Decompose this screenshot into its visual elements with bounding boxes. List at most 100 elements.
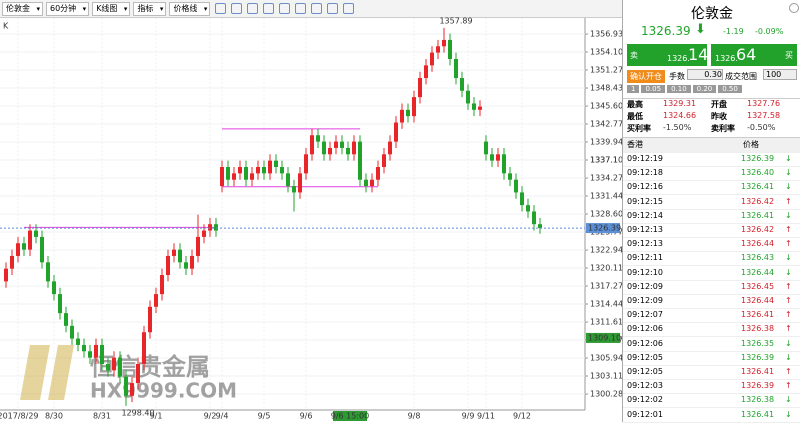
candle-body [160,275,164,295]
candle-body [328,147,332,155]
candle-body [136,363,140,384]
buy-button[interactable]: 1326. 64 买 [711,44,797,66]
toolbar-icon[interactable] [279,3,291,14]
toolbar-icon[interactable] [343,3,355,14]
tick-row: 09:12:09 1326.45 ↑ [623,280,800,295]
candle-body [478,106,482,110]
stat-value: 1327.58 [747,111,781,120]
candle-body [46,262,50,282]
quick-button[interactable]: 0.05 [641,85,666,93]
toolbar-icon[interactable] [311,3,323,14]
tick-arrow: ↓ [785,210,792,220]
candle-body [274,160,278,168]
y-tick-label: 1339.94 [590,137,622,146]
lots-label: 手数 [669,72,685,81]
candle-body [142,332,146,364]
tick-time: 09:12:05 [627,352,663,362]
toolbar-icon[interactable] [215,3,227,14]
quick-button[interactable]: 1 [627,85,640,93]
tick-arrow: ↓ [785,168,792,178]
toolbar-icon[interactable] [327,3,339,14]
candle-body [226,167,230,180]
candle-body [94,344,98,358]
y-tick-label: 1351.27 [590,65,622,74]
stat-value: 1329.31 [663,99,697,108]
toolbar-select[interactable]: 伦敦金 [2,1,43,16]
confirm-button[interactable]: 确认开仓 [627,70,665,83]
change: -1.19 [723,27,744,36]
lots-input[interactable]: 0.30 [687,69,723,80]
y-tick-label: 1303.11 [590,372,622,381]
candle-body [184,262,188,269]
quick-button[interactable]: 0.10 [667,85,691,93]
tick-time: 09:12:16 [627,182,663,192]
quick-button[interactable]: 0.20 [692,85,717,93]
candle-body [70,325,74,339]
x-tick-label: 9/9 [462,412,475,421]
candle-body [82,344,86,352]
sell-price-small: 1326. [667,54,690,63]
y-tick-label: 1331.44 [590,191,622,200]
sell-price-big: 14 [688,45,709,64]
y-tick-label: 1337.1 [590,156,618,165]
candle-body [88,351,92,358]
stat-value: 1324.66 [663,111,697,120]
candle-body [514,179,518,193]
y-tick-label: 1311.61 [590,317,622,326]
change-pct: -0.09% [755,27,784,36]
x-tick-label: 8/31 [93,412,111,421]
candle-body [460,78,464,91]
y-tick-label: 1328.60 [590,210,622,219]
stat-value: -1.50% [663,123,692,132]
candle-body [406,109,410,117]
last-price: 1326.39 [641,24,691,38]
toolbar-select[interactable]: 60分钟 [46,1,90,16]
watermark-en: HX9999.COM [90,379,237,403]
tick-arrow: ↓ [785,395,792,405]
toolbar-icon[interactable] [247,3,259,14]
y-tick-label: 1314.44 [590,300,622,309]
toolbar-icon[interactable] [231,3,243,14]
x-tick-label: 9/8 [408,412,421,421]
toolbar-icon[interactable] [263,3,275,14]
candle-body [154,294,158,307]
tick-price: 1326.44 [741,267,775,277]
candle-body [286,173,290,187]
tick-row: 09:12:07 1326.41 ↑ [623,308,800,324]
toolbar-select[interactable]: 价格线 [169,1,211,16]
toolbar-select[interactable]: K线图 [92,1,131,16]
tick-row: 09:12:19 1326.39 ↓ [623,152,800,167]
panel-title: 伦敦金 [691,6,733,22]
sell-button[interactable]: 卖 1326. 14 [627,44,709,66]
close-button[interactable] [789,3,799,13]
candle-body [430,52,434,66]
tick-price: 1326.41 [741,409,775,419]
col-price: 价格 [743,140,759,149]
candle-body [52,281,56,295]
candle-body [490,154,494,161]
candle-body [166,255,170,276]
stat-row: 最低 1324.66 昨收 1327.58 [623,111,800,123]
candle-body [310,135,314,155]
tick-row: 09:12:18 1326.40 ↓ [623,166,800,182]
y-tick-label: 1354.10 [590,47,622,56]
tick-arrow: ↓ [785,267,792,277]
range-input[interactable]: 100 [763,69,797,80]
tick-row: 09:12:10 1326.44 ↓ [623,266,800,281]
candle-body [412,97,416,117]
toolbar-select[interactable]: 指标 [133,1,167,16]
quick-button[interactable]: 0.50 [718,85,742,93]
tick-price: 1326.45 [741,281,775,291]
tick-arrow: ↑ [785,225,792,234]
candle-body [118,357,122,377]
y-tick-label: 1334.27 [590,174,622,183]
tick-row: 09:12:13 1326.42 ↑ [623,223,800,238]
tick-arrow: ↓ [785,338,792,348]
toolbar-icon[interactable] [295,3,307,14]
tick-arrow: ↓ [785,253,792,263]
tick-row: 09:12:14 1326.41 ↓ [623,209,800,224]
tick-price: 1326.41 [741,367,775,376]
x-tick-label: 9/5 [258,412,271,421]
